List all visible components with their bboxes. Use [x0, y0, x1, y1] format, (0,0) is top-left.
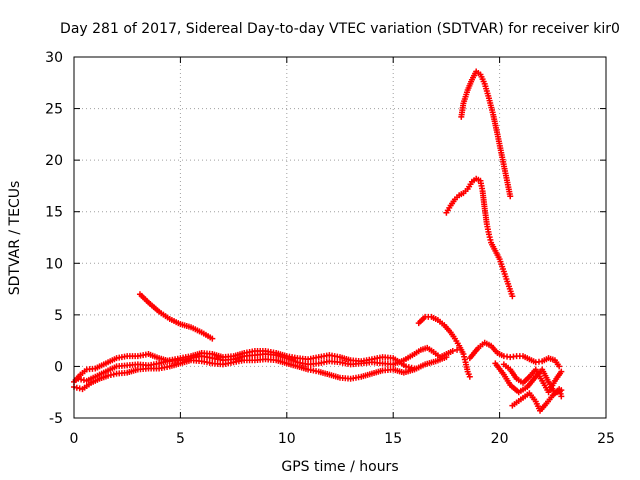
series-track-d — [136, 291, 216, 342]
data-point — [443, 354, 450, 361]
x-tick-label: 5 — [176, 431, 185, 447]
x-tick-label: 0 — [70, 431, 79, 447]
series-track-b — [71, 354, 450, 393]
y-tick-label: 20 — [45, 153, 63, 169]
x-tick-label: 10 — [278, 431, 296, 447]
data-points — [71, 68, 565, 414]
y-tick-label: 15 — [45, 205, 63, 221]
series-track-i — [500, 361, 565, 396]
data-point — [507, 193, 514, 200]
series-track-j — [458, 68, 514, 200]
series-track-e — [415, 313, 473, 380]
x-tick-label: 20 — [491, 431, 509, 447]
plot-frame — [73, 56, 607, 419]
series-track-h — [509, 386, 565, 414]
data-point — [558, 368, 565, 375]
y-tick-label: 25 — [45, 102, 63, 118]
chart-title: Day 281 of 2017, Sidereal Day-to-day VTE… — [60, 21, 620, 37]
data-point — [209, 335, 216, 342]
series-track-f — [466, 339, 563, 370]
data-point — [558, 393, 565, 400]
y-tick-label: 30 — [45, 50, 63, 66]
data-point — [411, 365, 418, 372]
y-tick-label: 10 — [45, 256, 63, 272]
x-tick-label: 15 — [384, 431, 402, 447]
tick-labels: 0 5 10 15 20 25 -5 0 5 10 15 20 25 30 — [45, 50, 615, 447]
x-tick-label: 25 — [597, 431, 615, 447]
series-track-k — [443, 175, 516, 300]
y-tick-label: -5 — [49, 411, 63, 427]
series-track-c — [75, 347, 418, 384]
y-tick-label: 0 — [54, 359, 63, 375]
data-point — [556, 363, 563, 370]
data-point — [449, 347, 456, 354]
x-axis-label: GPS time / hours — [281, 459, 398, 475]
y-axis-label: SDTVAR / TECUs — [7, 181, 23, 296]
y-tick-label: 5 — [54, 308, 63, 324]
data-point — [466, 373, 473, 380]
data-point — [509, 293, 516, 300]
